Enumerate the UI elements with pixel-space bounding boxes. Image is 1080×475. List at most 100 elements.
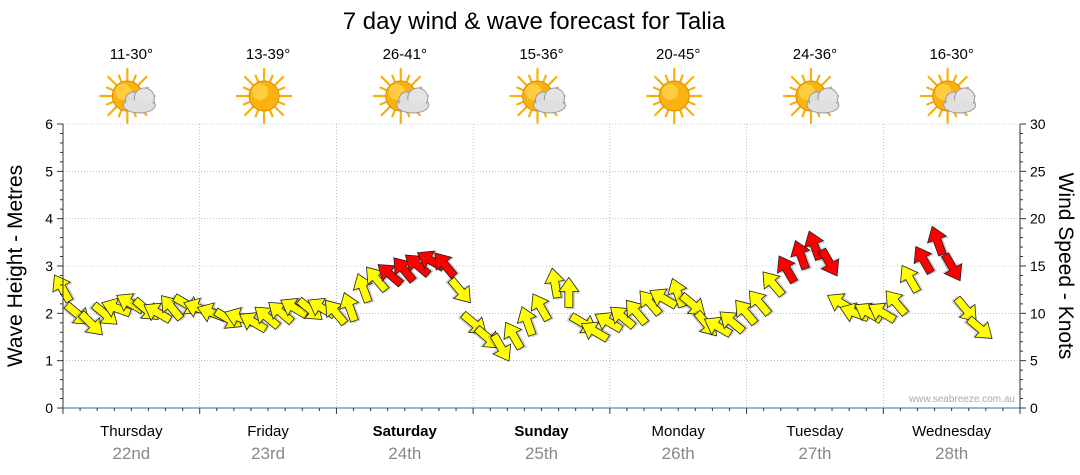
left-axis-label: Wave Height - Metres (4, 165, 27, 367)
sun-ray (137, 75, 148, 86)
sun-ray (927, 75, 938, 86)
watermark: www.seabreeze.com.au (908, 394, 1015, 405)
day-date-label: 25th (525, 444, 558, 463)
left-tick-label: 4 (45, 211, 53, 227)
sun-ray (789, 86, 798, 91)
wind-arrow (75, 310, 103, 336)
wind-arrow-shape (867, 302, 898, 324)
sun-ray (380, 106, 391, 117)
sun-ray (542, 74, 548, 83)
wind-arrow-shape (580, 321, 610, 343)
wind-arrow (487, 332, 512, 362)
wind-arrow (503, 321, 527, 351)
sun-ray (517, 75, 528, 86)
wind-arrow-shape (678, 291, 706, 316)
plot-grid (63, 123, 1020, 408)
sun-ray (269, 74, 274, 83)
wind-arrow (580, 321, 613, 343)
temperature-range: 11-30° (110, 46, 153, 63)
day-labels: Thursday 22nd Friday 23rd Saturday 24th Sunday… (100, 423, 992, 463)
day-date-label: 23rd (251, 444, 285, 463)
wind-arrow (530, 293, 555, 323)
wind-arrow-shape (649, 288, 679, 310)
sunny-icon (646, 67, 703, 125)
wind-arrow-shape (447, 276, 471, 304)
left-tick-label: 5 (45, 163, 53, 179)
wind-arrow (143, 302, 175, 324)
chart-title: 7 day wind & wave forecast for Talia (343, 8, 726, 35)
day-date-label: 22nd (112, 444, 150, 463)
sun-ray (277, 101, 286, 106)
wind-arrow (762, 271, 789, 299)
sun-ray (274, 75, 285, 86)
sun-ray (242, 101, 251, 106)
sun-ray (957, 75, 968, 86)
sun-ray (790, 75, 801, 86)
sun-ray (517, 106, 528, 117)
temperature-range: 13-39° (246, 46, 290, 63)
temperature-range: 24-36° (793, 46, 837, 63)
sun-ray (790, 106, 801, 117)
wind-arrow (913, 245, 937, 276)
sun-ray (274, 106, 285, 117)
wind-arrow-shape (516, 306, 538, 337)
wind-arrow (434, 252, 461, 280)
plot-axes: 0 1 2 3 4 5 6 0 5 10 15 20 25 30 (45, 116, 1046, 416)
sun-ray (405, 74, 411, 83)
sun-ray (687, 101, 696, 106)
partly-cloudy-icon (509, 67, 566, 125)
wind-arrow-shape (489, 332, 512, 362)
sun-ray (664, 109, 670, 118)
sun-ray (679, 74, 684, 83)
sun-ray (684, 106, 695, 117)
sun-ray (516, 101, 524, 106)
sun-ray (938, 109, 943, 118)
cloud-icon (806, 87, 840, 114)
sun-ray (652, 86, 661, 91)
wind-arrow-shape (280, 297, 310, 320)
wind-arrow-shape (434, 252, 458, 280)
day-name-label: Tuesday (786, 423, 843, 440)
wind-arrows (52, 225, 993, 362)
sun-ray (243, 106, 254, 117)
wind-arrow (676, 291, 706, 316)
wind-arrow (963, 315, 993, 339)
sun-ray (687, 86, 696, 91)
wind-arrow (649, 288, 681, 310)
left-tick-label: 6 (45, 116, 53, 132)
day-name-label: Friday (247, 423, 289, 440)
sun-ray (652, 101, 661, 106)
temperature-range: 20-45° (656, 46, 700, 63)
sun-ray (380, 75, 391, 86)
wind-arrow (101, 296, 134, 318)
day-name-label: Saturday (373, 423, 438, 440)
right-tick-label: 5 (1030, 353, 1038, 369)
right-tick-label: 15 (1030, 258, 1046, 274)
sun-ray (117, 109, 123, 118)
wind-arrow (885, 290, 912, 317)
wind-arrow (445, 276, 471, 304)
left-tick-label: 3 (45, 258, 53, 274)
wind-arrow (815, 247, 840, 277)
sun-ray (938, 74, 943, 83)
sun-ray (105, 101, 114, 106)
sun-ray (516, 86, 524, 91)
partly-cloudy-icon (372, 67, 430, 125)
wind-arrow (938, 252, 963, 282)
sun-ray (654, 106, 665, 117)
cloud-icon (533, 87, 566, 114)
sun-ray (927, 106, 938, 117)
wind-arrow (776, 255, 801, 285)
day-name-label: Monday (652, 423, 706, 440)
wind-arrow (867, 302, 900, 324)
right-tick-label: 20 (1030, 211, 1046, 227)
right-tick-label: 10 (1030, 305, 1046, 321)
day-date-label: 28th (935, 444, 968, 463)
sun-ray (952, 74, 958, 83)
wind-arrow-shape (143, 302, 173, 324)
temperature-range: 15-36° (519, 46, 563, 63)
sun-ray (105, 86, 114, 91)
wind-arrow-shape (762, 271, 786, 299)
day-name-label: Wednesday (912, 423, 991, 440)
